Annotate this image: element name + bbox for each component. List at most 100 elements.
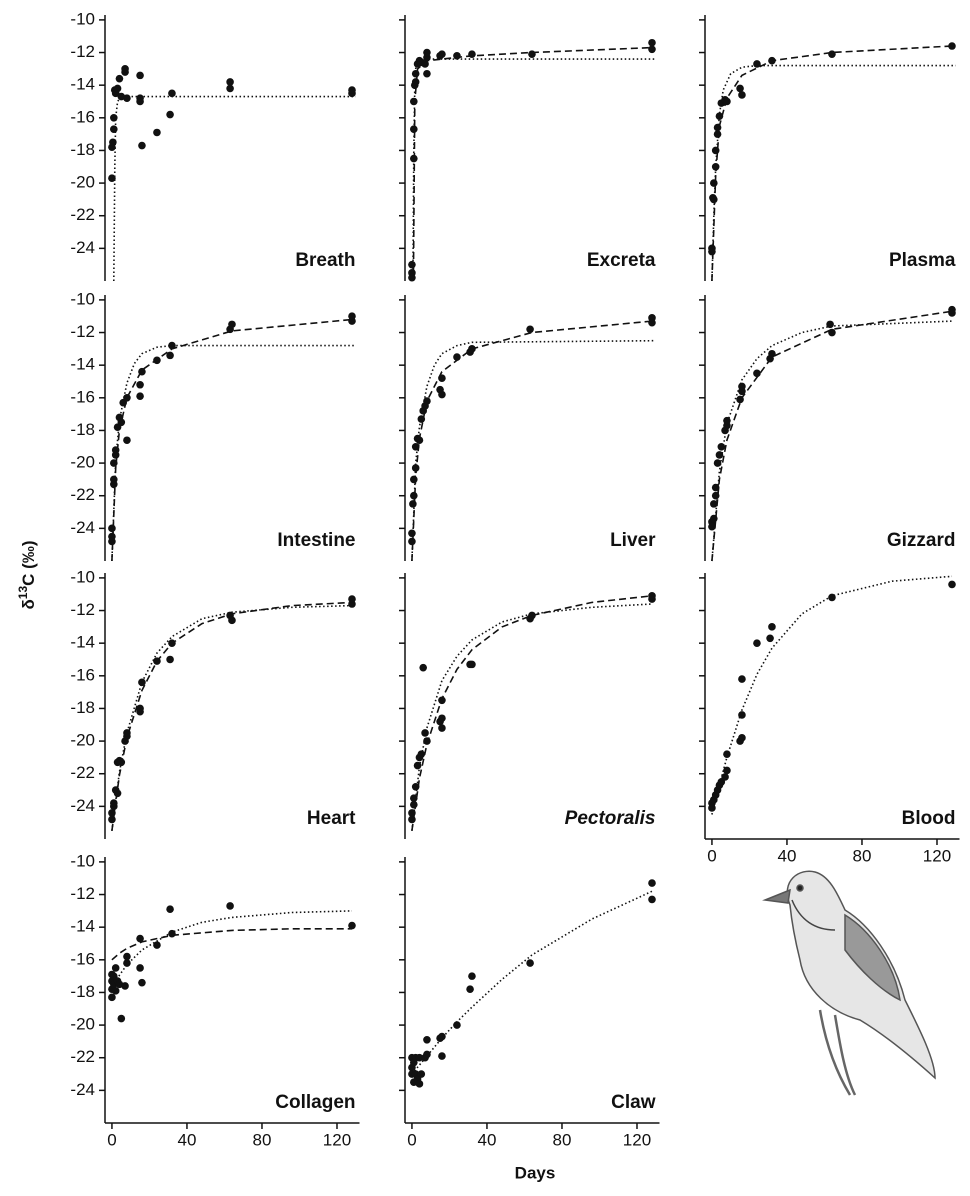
data-point (168, 341, 176, 350)
data-point (438, 1032, 446, 1041)
fit-curve (111, 344, 356, 562)
data-point (711, 146, 720, 155)
data-point (528, 50, 536, 58)
data-point (348, 86, 356, 94)
y-label-part: δ (19, 599, 38, 609)
data-point (828, 50, 836, 58)
data-point (168, 929, 176, 938)
x-tick-label: 0 (107, 1130, 116, 1149)
y-tick-label: -20 (70, 1015, 95, 1034)
data-point (226, 84, 234, 93)
data-point (417, 750, 426, 758)
data-point (123, 729, 131, 737)
data-point (738, 711, 746, 719)
data-point (423, 1050, 431, 1059)
fit-curve (111, 928, 352, 961)
data-point (166, 351, 174, 360)
data-point (438, 1052, 446, 1060)
data-point (410, 794, 418, 803)
data-point (166, 110, 174, 119)
panel-label: Gizzard (887, 530, 956, 551)
data-point (123, 436, 131, 445)
data-point (711, 491, 720, 500)
data-point (110, 125, 118, 134)
panel: -10 -12 -14 -16 -18 -20 -22 -24 Heart (70, 567, 356, 839)
fit-curve (111, 318, 353, 562)
panel-label: Claw (611, 1092, 656, 1113)
data-point (708, 804, 716, 812)
data-point (411, 782, 420, 791)
data-point (648, 38, 656, 47)
data-point (438, 696, 446, 705)
data-point (226, 78, 234, 86)
data-point (468, 50, 476, 58)
x-tick-label: 120 (323, 1130, 351, 1149)
fit-curve (711, 45, 953, 282)
x-tick-label: 40 (477, 1130, 496, 1149)
x-tick-label: 0 (407, 1130, 416, 1149)
data-point (453, 353, 461, 361)
y-tick-label: -22 (70, 485, 95, 504)
data-point (723, 750, 731, 758)
data-point (410, 125, 418, 134)
data-point (226, 902, 234, 910)
x-tick-label: 120 (923, 846, 951, 865)
y-tick-label: -10 (70, 851, 95, 870)
y-tick-label: -18 (70, 420, 95, 439)
data-point (453, 1021, 461, 1029)
data-point (423, 48, 431, 57)
data-point (438, 724, 446, 732)
data-point (415, 436, 424, 445)
data-point (715, 112, 724, 120)
data-point (453, 51, 461, 60)
data-point (228, 320, 236, 329)
panel-label: Plasma (889, 250, 956, 271)
fit-curve (711, 575, 953, 815)
data-point (417, 1070, 426, 1078)
fit-curve (711, 310, 953, 562)
y-tick-label: -12 (70, 322, 95, 341)
data-point (723, 97, 731, 106)
y-axis-label: δ13C (‰) (16, 541, 38, 610)
x-tick-label: 80 (253, 1130, 272, 1149)
fit-curve (111, 601, 353, 831)
panel: -10 -12 -14 -16 -18 -20 -22 -24 0 40 80 120 Collagen (70, 851, 360, 1149)
data-point (526, 325, 534, 334)
data-point (410, 475, 418, 484)
data-point (410, 154, 418, 163)
y-tick-label: -16 (70, 949, 95, 968)
data-point (166, 655, 174, 664)
data-point (117, 418, 126, 427)
data-point (111, 964, 120, 972)
panel-label: Collagen (275, 1092, 355, 1113)
y-tick-label: -18 (70, 140, 95, 159)
data-point (110, 114, 118, 122)
data-point (708, 247, 716, 256)
data-point (711, 483, 720, 492)
data-point (108, 524, 116, 533)
fit-curve (411, 603, 653, 831)
data-point (738, 675, 746, 683)
data-point (113, 789, 122, 798)
y-tick-label: -22 (70, 205, 95, 224)
data-point (648, 45, 656, 54)
data-point (423, 1035, 431, 1044)
data-point (468, 345, 476, 353)
data-point (153, 128, 161, 137)
data-point (713, 123, 722, 132)
data-point (423, 69, 431, 78)
y-tick-label: -24 (70, 796, 95, 815)
y-tick-label: -24 (70, 1080, 95, 1099)
y-tick-label: -20 (70, 731, 95, 750)
x-tick-label: 80 (853, 846, 872, 865)
panel-label: Pectoralis (565, 808, 656, 829)
data-point (708, 522, 716, 531)
data-point (768, 56, 776, 65)
data-point (108, 537, 116, 546)
data-point (410, 491, 418, 500)
data-point (710, 195, 718, 204)
data-point (408, 815, 416, 824)
y-tick-label: -14 (70, 633, 95, 652)
data-point (438, 390, 446, 399)
